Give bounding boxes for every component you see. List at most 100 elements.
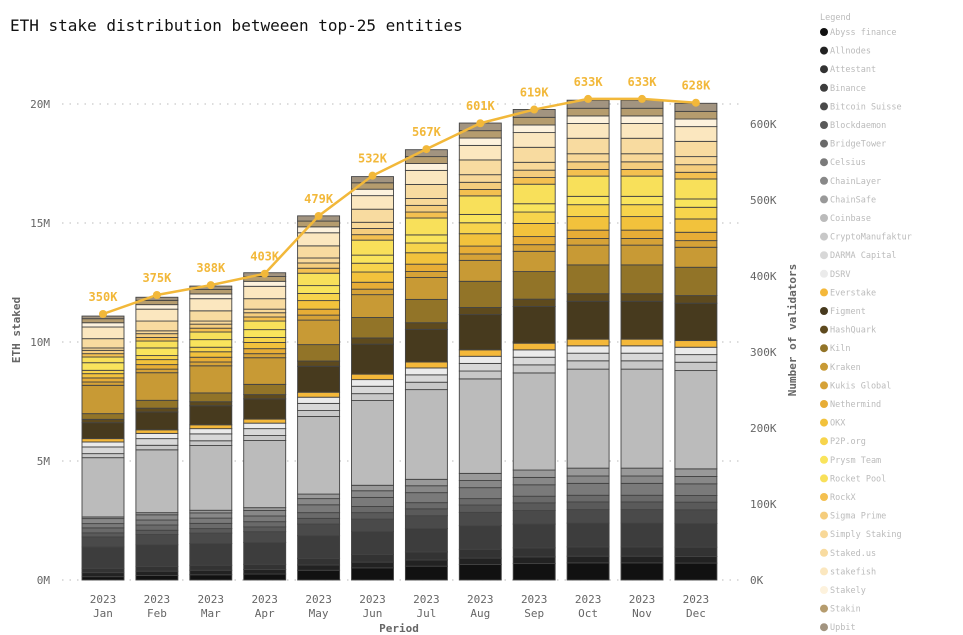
bar-segment [458,222,502,235]
bar-segment [620,555,664,564]
bar-segment [351,294,394,318]
bar-segment [404,492,448,504]
legend-item: CryptoManufaktur [830,233,912,243]
bar-segment [674,509,718,524]
bar-segment [566,368,610,469]
bar-segment [404,169,448,185]
bar-segment [135,359,179,366]
bar-segment [404,234,448,244]
bar-segment [674,164,718,173]
bar-segment [135,340,179,349]
bar-segment [620,345,664,354]
bar-segment [404,204,448,213]
bar-segment [458,253,502,261]
x-tick-year: 2023 [683,593,710,606]
bar-segment [458,245,502,255]
bar-segment [351,281,394,290]
legend-swatch [820,567,828,576]
legend-swatch [820,28,828,36]
bar-segment [243,541,287,565]
legend-swatch [820,307,828,315]
bar-segment [351,490,394,498]
bar-segment [674,495,718,503]
legend-swatch [820,548,828,557]
legend-item: DARMA Capital [830,251,897,261]
bar-segment [674,118,718,128]
data-label: 619K [520,86,550,100]
bar-segment [135,444,179,451]
legend-item: Nethermind [830,400,881,410]
bar-segment [512,250,556,273]
legend-item: Upbit [830,623,856,633]
bar-segment [512,223,556,238]
bar-segment [404,328,448,363]
y2-tick-label: 500K [750,194,777,207]
bar-segment [674,246,718,268]
bar-segment [243,510,287,517]
bar-segment [674,198,718,208]
y2-axis-label: Number of validators [786,264,799,396]
bar-segment [404,381,448,391]
bar-segment [351,385,394,395]
data-label: 375K [142,271,172,285]
bar-segment [189,331,233,341]
bar-segment [512,271,556,300]
bar-segment [674,562,718,581]
legend-item: Stakely [830,586,866,596]
bar-segment [566,168,610,177]
bar-segment [189,564,233,571]
bar-segment [81,322,125,328]
legend-swatch [820,46,828,55]
bar-segment [351,254,394,264]
bar-segment [566,494,610,503]
legend-item: Binance [830,84,866,94]
bar-segment [189,310,233,322]
bar-segment [243,348,287,355]
bar-segment [189,339,233,348]
bar-segment [512,547,556,558]
bar-segment [135,438,179,446]
data-label: 633K [628,75,658,89]
bar-segment [81,457,125,518]
bar-segment [512,132,556,148]
bar-segment [674,218,718,233]
bar-segment [135,372,179,401]
bar-segment [351,228,394,236]
x-axis-label: Period [379,622,419,635]
bar-segment [351,343,394,375]
bar-segment [620,482,664,496]
bar-segment [81,377,125,383]
bar-segment [458,557,502,565]
bar-segment [620,368,664,469]
bar-segment [351,221,394,229]
legend-item: Blockdaemon [830,121,886,131]
bar-segment [297,416,341,495]
validators-point [314,211,323,220]
legend-swatch [820,493,828,501]
bar-segment [189,351,233,358]
bar-segment [351,234,394,241]
legend-swatch [820,214,828,222]
validators-point [260,269,269,278]
bar-segment [189,543,233,566]
bar-segment [81,413,125,420]
legend-item: Coinbase [830,214,871,224]
x-tick-year: 2023 [521,593,548,606]
bar-segment [674,361,718,372]
bar-segment [566,216,610,231]
x-tick-label: Sep [524,607,544,620]
legend-swatch [820,269,828,278]
bar-segment [620,175,664,197]
bar-segment [674,483,718,496]
bar-segment [674,110,718,120]
bar-segment [566,137,610,155]
bar-segment [458,370,502,380]
bar-segment [620,352,664,362]
y-tick-label: 5M [37,455,51,468]
bar-segment [297,535,341,559]
bar-segment [566,509,610,524]
bar-segment [243,563,287,570]
bar-segment [351,506,394,514]
bar-segment [297,517,341,525]
bar-segment [81,576,125,581]
